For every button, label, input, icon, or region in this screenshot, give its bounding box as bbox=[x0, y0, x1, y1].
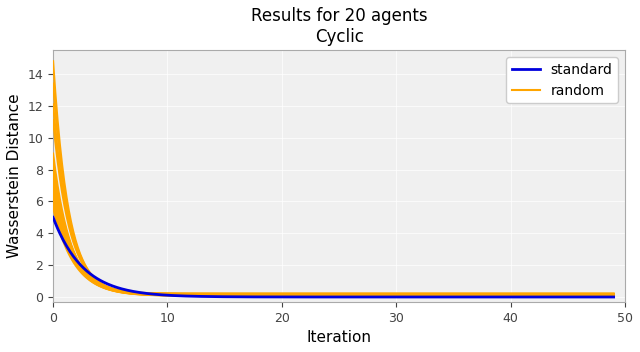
random bbox=[509, 291, 516, 296]
standard bbox=[49, 215, 57, 219]
standard bbox=[316, 295, 323, 299]
Line: random: random bbox=[53, 61, 614, 294]
Title: Results for 20 agents
Cyclic: Results for 20 agents Cyclic bbox=[251, 7, 428, 46]
random bbox=[316, 291, 323, 296]
X-axis label: Iteration: Iteration bbox=[307, 330, 372, 345]
standard bbox=[610, 295, 618, 299]
Y-axis label: Wasserstein Distance: Wasserstein Distance bbox=[7, 94, 22, 258]
random bbox=[610, 291, 618, 296]
standard bbox=[509, 295, 516, 299]
standard bbox=[596, 295, 604, 299]
Line: standard: standard bbox=[53, 217, 614, 297]
random bbox=[596, 291, 604, 296]
random bbox=[353, 291, 360, 296]
standard bbox=[319, 295, 326, 299]
random bbox=[383, 291, 390, 296]
Legend: standard, random: standard, random bbox=[506, 57, 618, 103]
standard bbox=[383, 295, 390, 299]
random bbox=[319, 291, 326, 296]
standard bbox=[353, 295, 360, 299]
random bbox=[49, 59, 57, 63]
